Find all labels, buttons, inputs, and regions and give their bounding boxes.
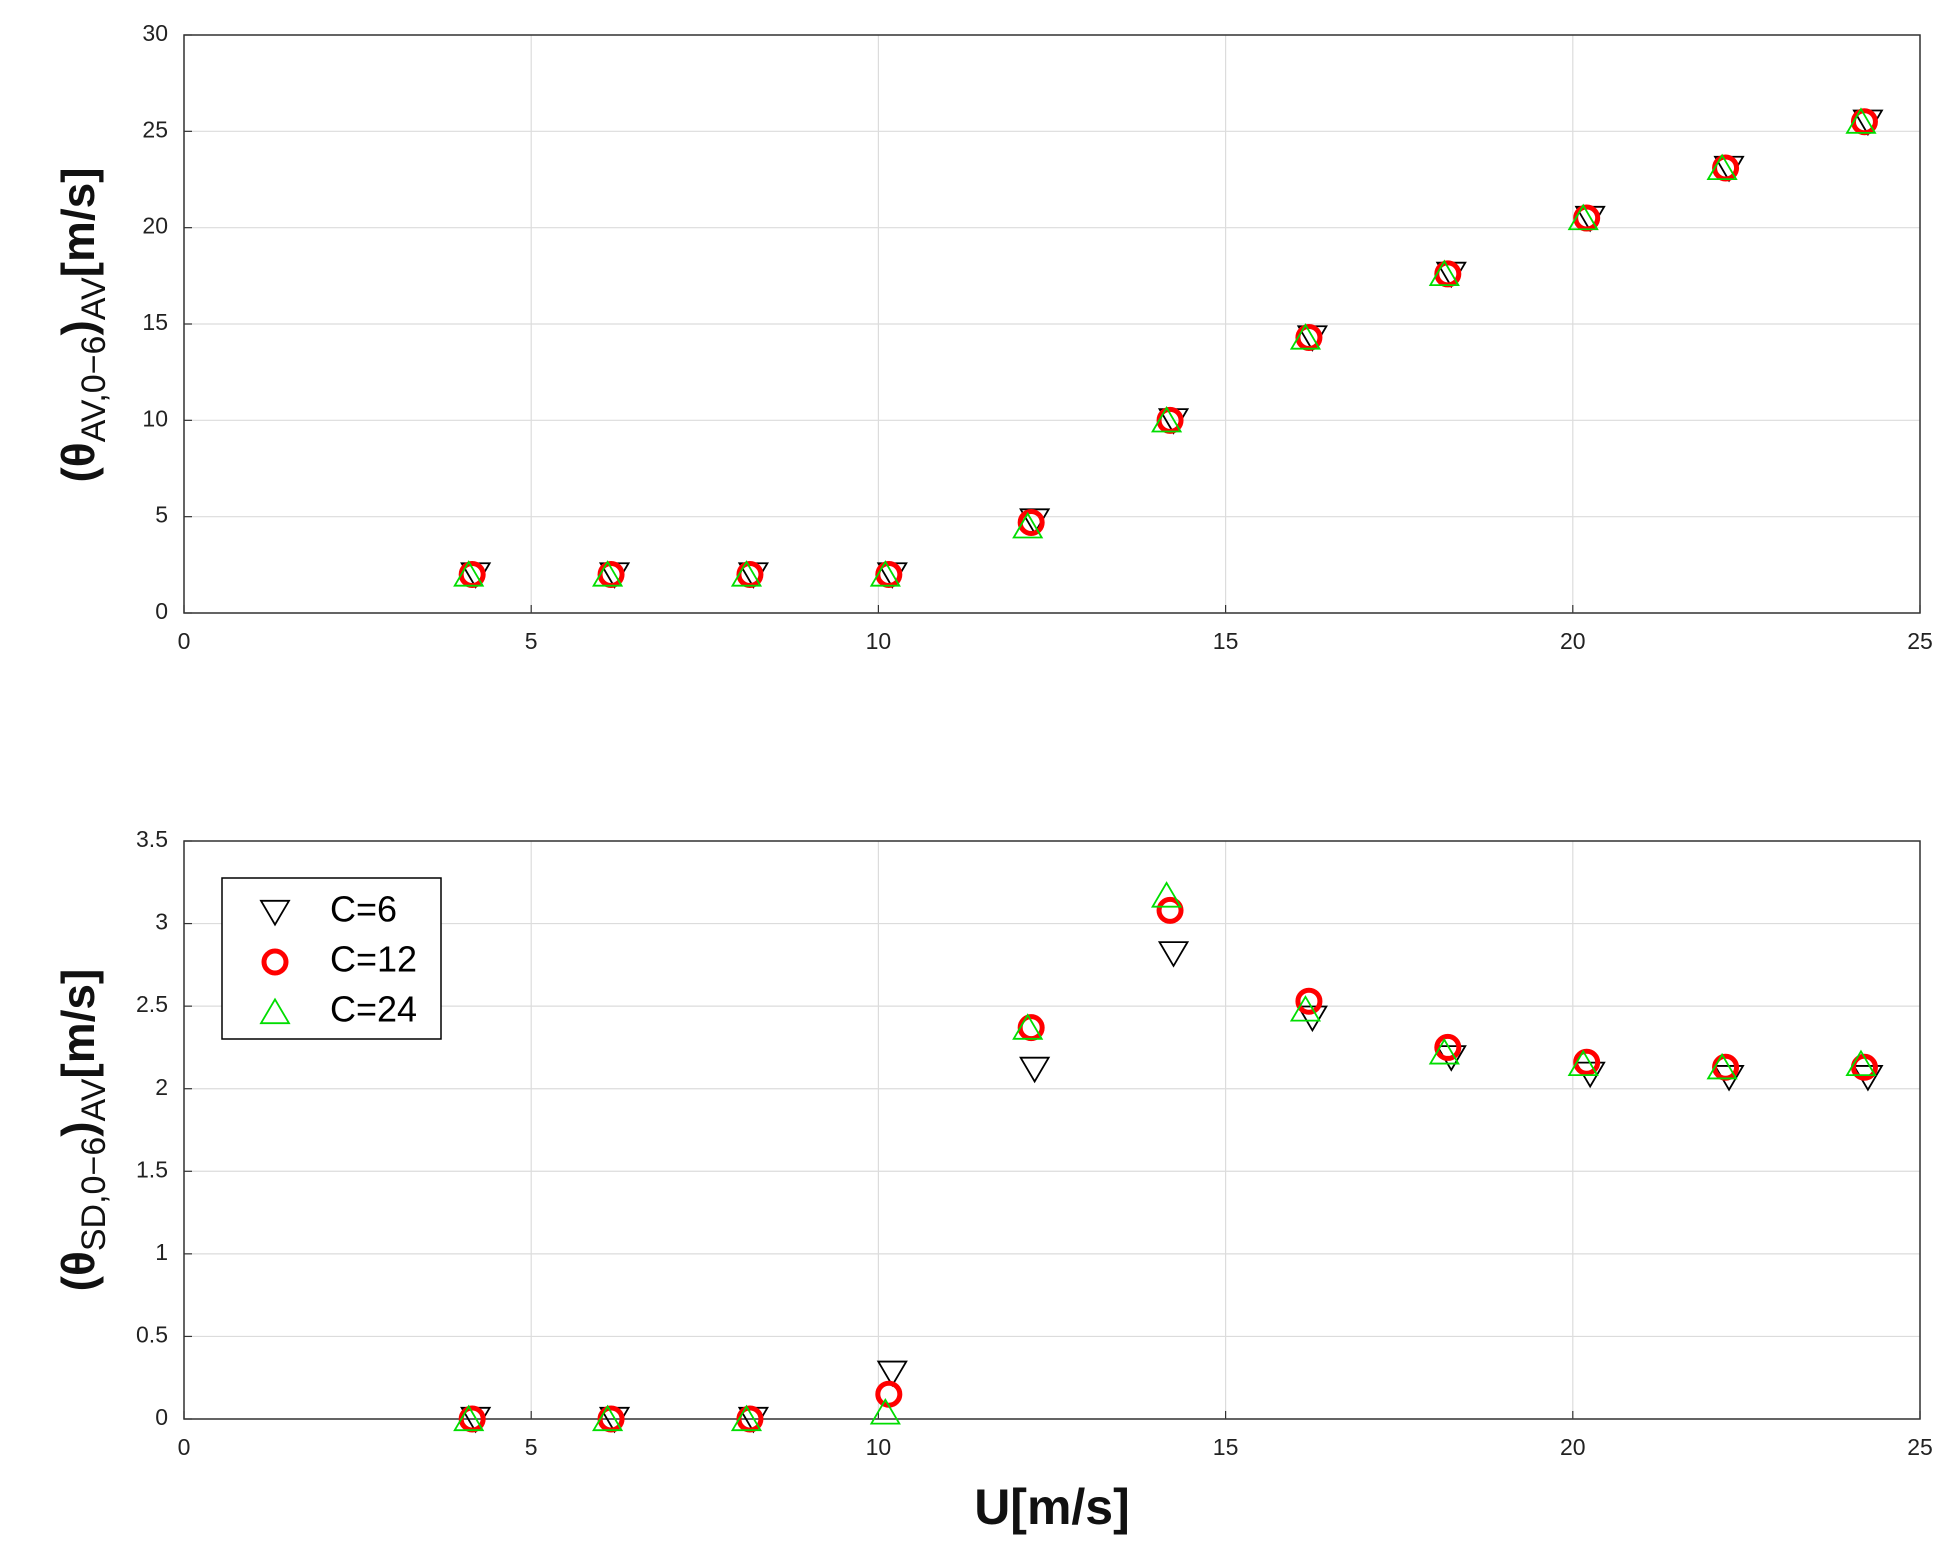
x-tick-label: 15 [1213, 628, 1239, 654]
marker [592, 1404, 624, 1432]
marker [1289, 323, 1322, 350]
y-axis-label-part: (θ [52, 1251, 104, 1291]
marker [1845, 107, 1877, 134]
marker [1434, 1033, 1462, 1061]
y-axis-label-part: ) [52, 320, 104, 335]
y-tick-label: 3.5 [136, 826, 168, 852]
x-tick-label: 10 [866, 628, 892, 654]
y-tick-label: 1.5 [136, 1156, 168, 1182]
marker [1296, 1005, 1328, 1033]
marker [1289, 995, 1322, 1022]
legend-label: C=6 [330, 889, 397, 930]
y-tick-label: 10 [142, 405, 168, 431]
axes-frame [183, 840, 1921, 1420]
marker [1567, 1049, 1599, 1077]
x-tick-label: 0 [178, 628, 191, 654]
x-tick-label: 25 [1907, 628, 1933, 654]
y-axis-label-part: AV [75, 1078, 113, 1121]
x-tick-label: 20 [1560, 1434, 1586, 1460]
y-axis-label-part: SD,0−6 [75, 1137, 113, 1251]
y-axis-label-part: [m/s] [52, 969, 104, 1079]
y-axis-label: (θSD,0−6)AV[m/s] [52, 969, 113, 1292]
legend-label: C=24 [330, 989, 417, 1030]
y-tick-label: 3 [155, 909, 168, 935]
x-tick-label: 5 [525, 1434, 538, 1460]
y-tick-label: 30 [142, 20, 168, 46]
legend-box [221, 877, 442, 1040]
y-tick-label: 5 [155, 502, 168, 528]
legend-label: C=12 [330, 939, 417, 980]
x-tick-label: 10 [866, 1434, 892, 1460]
marker [261, 948, 289, 976]
x-tick-label: 15 [1213, 1434, 1239, 1460]
y-axis-label-part: AV,0−6 [75, 336, 113, 443]
marker [1428, 259, 1460, 287]
marker [869, 1398, 901, 1425]
y-axis-label-part: (θ [52, 442, 104, 482]
marker [453, 560, 485, 587]
x-tick-label: 25 [1907, 1434, 1933, 1460]
marker [1295, 987, 1323, 1015]
marker [1012, 511, 1044, 539]
marker [1845, 1049, 1877, 1077]
marker [1573, 1048, 1601, 1076]
y-tick-label: 15 [142, 309, 168, 335]
marker [453, 1404, 485, 1432]
marker [1428, 1038, 1460, 1065]
y-axis-label-part: [m/s] [52, 167, 104, 277]
marker [1151, 881, 1183, 908]
marker [730, 560, 763, 587]
marker [1019, 1056, 1051, 1084]
y-tick-label: 2 [155, 1074, 168, 1100]
y-axis-label-part: AV [75, 277, 113, 320]
y-tick-label: 1 [155, 1239, 168, 1265]
axes-frame [183, 34, 1921, 614]
marker [1706, 1052, 1738, 1080]
y-tick-label: 25 [142, 116, 168, 142]
marker [876, 1360, 908, 1388]
marker [1017, 508, 1045, 536]
y-tick-label: 0.5 [136, 1322, 168, 1348]
plot-area [184, 841, 1920, 1419]
marker [259, 899, 291, 927]
marker [1151, 405, 1183, 433]
marker [1012, 1013, 1044, 1040]
y-axis-label-part: ) [52, 1121, 104, 1136]
x-axis-label: U[m/s] [974, 1479, 1130, 1535]
x-tick-label: 5 [525, 628, 538, 654]
y-tick-label: 0 [155, 1404, 168, 1430]
x-tick-label: 20 [1560, 628, 1586, 654]
marker [1706, 153, 1738, 181]
marker [730, 1404, 763, 1432]
marker [259, 997, 291, 1025]
y-tick-label: 0 [155, 598, 168, 624]
y-tick-label: 20 [142, 213, 168, 239]
y-axis-label: (θAV,0−6)AV[m/s] [52, 167, 113, 482]
y-tick-label: 2.5 [136, 991, 168, 1017]
marker [1156, 896, 1184, 924]
marker [1567, 203, 1599, 231]
marker [1157, 941, 1190, 968]
marker [592, 560, 624, 587]
x-tick-label: 0 [178, 1434, 191, 1460]
marker [869, 560, 901, 587]
